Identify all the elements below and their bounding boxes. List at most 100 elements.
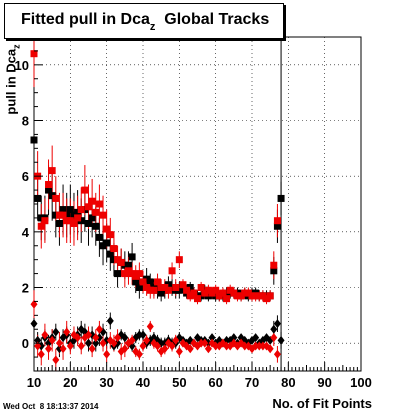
data-point-diamond bbox=[34, 335, 42, 345]
data-point-square bbox=[52, 194, 60, 202]
x-tick-label: 70 bbox=[245, 375, 259, 390]
data-point-square bbox=[66, 217, 74, 225]
data-point-square bbox=[201, 289, 209, 297]
chart-title: Fitted pull in Dcaz Global Tracks bbox=[21, 11, 269, 33]
data-points bbox=[30, 50, 285, 365]
x-tick-label: 90 bbox=[317, 375, 331, 390]
data-point-square bbox=[161, 284, 169, 291]
data-point-square bbox=[77, 206, 85, 214]
data-point-diamond bbox=[172, 335, 180, 345]
y-tick-label: 2 bbox=[22, 281, 29, 296]
data-point-square bbox=[255, 292, 263, 300]
data-point-diamond bbox=[59, 344, 67, 354]
data-point-diamond bbox=[252, 333, 260, 343]
data-point-square bbox=[117, 258, 125, 266]
x-tick-label: 80 bbox=[281, 375, 295, 390]
data-point-square bbox=[157, 284, 165, 291]
data-point-square bbox=[41, 217, 49, 225]
data-point-square bbox=[190, 289, 198, 297]
timestamp: Wed Oct 8 18:13:37 2014 bbox=[3, 402, 99, 411]
data-point-square bbox=[175, 286, 183, 294]
data-point-square bbox=[103, 225, 111, 233]
data-point-diamond bbox=[223, 341, 231, 351]
data-point-square bbox=[88, 197, 96, 205]
data-point-square bbox=[59, 206, 67, 214]
data-point-square bbox=[30, 136, 38, 144]
data-point-diamond bbox=[34, 341, 42, 351]
data-point-square bbox=[92, 208, 100, 216]
x-tick-label: 20 bbox=[63, 375, 77, 390]
data-point-diamond bbox=[255, 341, 263, 351]
data-point-diamond bbox=[139, 330, 147, 340]
data-point-diamond bbox=[45, 344, 53, 354]
data-point-diamond bbox=[252, 341, 260, 351]
data-point-square bbox=[212, 286, 220, 294]
data-point-square bbox=[197, 284, 205, 291]
data-point-square bbox=[248, 292, 256, 300]
data-point-diamond bbox=[41, 330, 49, 340]
data-point-square bbox=[179, 281, 187, 289]
plot-frame bbox=[33, 36, 362, 372]
data-point-square bbox=[63, 217, 71, 225]
data-point-square bbox=[146, 286, 154, 294]
data-point-square bbox=[88, 214, 96, 222]
data-point-square bbox=[143, 284, 151, 291]
data-point-square bbox=[273, 222, 281, 230]
data-point-square bbox=[266, 292, 274, 300]
data-point-square bbox=[219, 289, 227, 297]
data-point-square bbox=[186, 292, 194, 300]
data-point-square bbox=[45, 186, 53, 194]
data-point-square bbox=[121, 270, 129, 278]
chart-title-subscript: z bbox=[149, 21, 156, 33]
data-point-square bbox=[259, 292, 267, 300]
data-point-square bbox=[223, 295, 231, 303]
data-point-diamond bbox=[266, 344, 274, 354]
x-tick-label: 50 bbox=[172, 375, 186, 390]
data-point-square bbox=[215, 292, 223, 300]
data-point-square bbox=[85, 219, 92, 227]
data-point-diamond bbox=[241, 341, 249, 351]
y-axis-label-subscript: z bbox=[11, 44, 22, 49]
data-point-diamond bbox=[77, 341, 85, 351]
y-axis-label: pull in Dcaz bbox=[3, 25, 22, 135]
data-point-square bbox=[273, 217, 281, 225]
data-point-diamond bbox=[212, 341, 220, 351]
data-point-square bbox=[124, 261, 132, 269]
data-point-square bbox=[233, 292, 241, 300]
data-point-diamond bbox=[259, 341, 267, 351]
data-point-square bbox=[48, 167, 56, 175]
data-point-diamond bbox=[52, 355, 60, 365]
data-point-square bbox=[186, 284, 194, 291]
x-tick-label: 60 bbox=[208, 375, 222, 390]
data-point-square bbox=[37, 214, 45, 222]
data-point-square bbox=[106, 250, 114, 258]
data-point-diamond bbox=[277, 335, 285, 345]
data-point-diamond bbox=[92, 338, 100, 348]
data-point-diamond bbox=[175, 347, 183, 357]
data-point-square bbox=[277, 194, 285, 202]
data-point-square bbox=[135, 284, 143, 291]
data-point-square bbox=[146, 278, 154, 286]
data-point-diamond bbox=[66, 341, 74, 351]
data-point-square bbox=[81, 186, 89, 194]
data-point-diamond bbox=[103, 349, 111, 359]
data-point-square bbox=[208, 289, 216, 297]
data-point-diamond bbox=[139, 341, 147, 351]
data-point-diamond bbox=[230, 333, 238, 343]
y-tick-label: 4 bbox=[22, 225, 30, 240]
data-point-diamond bbox=[95, 324, 103, 334]
data-point-square bbox=[81, 206, 89, 214]
data-point-square bbox=[132, 272, 140, 280]
data-point-square bbox=[106, 231, 114, 239]
data-point-square bbox=[85, 203, 92, 211]
data-point-diamond bbox=[121, 333, 129, 343]
data-point-square bbox=[183, 286, 191, 294]
y-axis-label-main: pull in Dca bbox=[3, 48, 19, 115]
data-point-square bbox=[114, 270, 122, 278]
data-point-square bbox=[164, 281, 172, 289]
data-point-diamond bbox=[85, 338, 92, 348]
y-tick-label: 6 bbox=[22, 169, 29, 184]
data-point-diamond bbox=[92, 333, 100, 343]
data-point-diamond bbox=[63, 327, 71, 337]
data-point-square bbox=[157, 289, 165, 297]
